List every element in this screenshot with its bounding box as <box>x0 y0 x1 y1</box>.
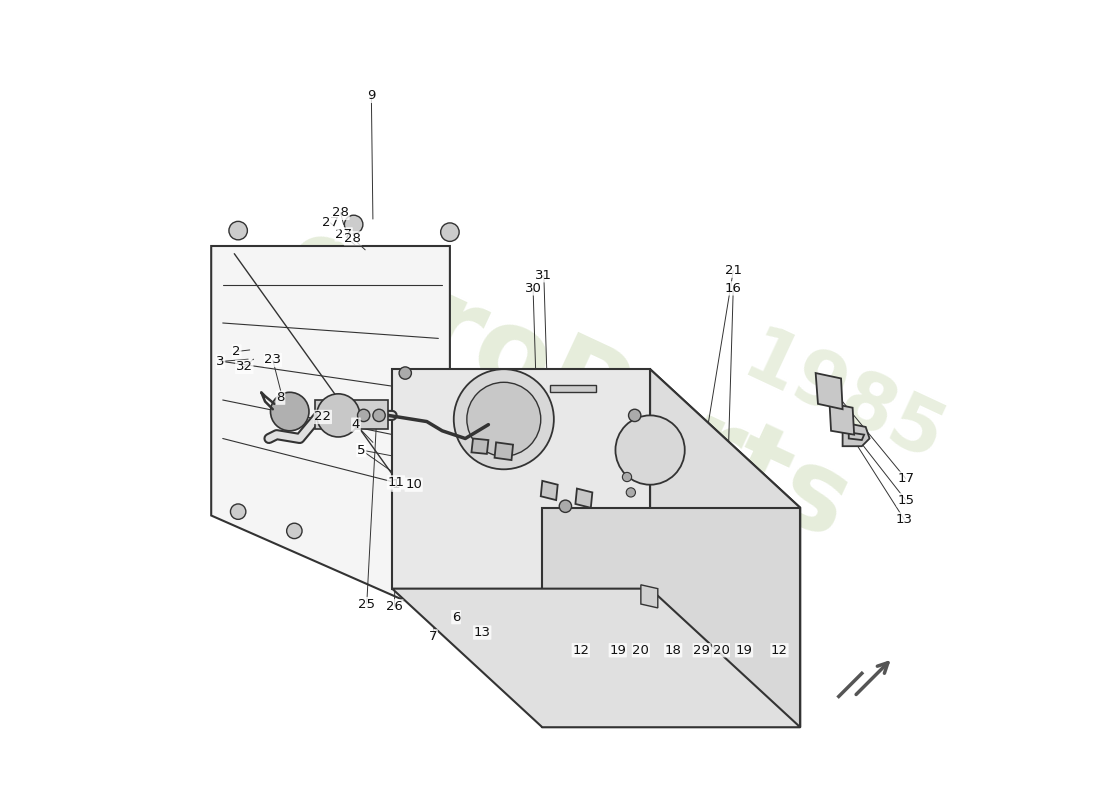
Polygon shape <box>542 508 801 727</box>
Circle shape <box>271 392 309 430</box>
Circle shape <box>616 415 684 485</box>
Text: 5: 5 <box>358 443 365 457</box>
Polygon shape <box>641 585 658 608</box>
Text: 5: 5 <box>358 443 365 457</box>
Circle shape <box>453 369 554 470</box>
Polygon shape <box>472 438 488 454</box>
Text: 26: 26 <box>386 600 403 613</box>
Text: 1985: 1985 <box>730 322 955 478</box>
Circle shape <box>626 488 636 497</box>
Text: 21: 21 <box>725 264 741 277</box>
Polygon shape <box>575 489 592 508</box>
Text: 15: 15 <box>898 494 914 506</box>
Polygon shape <box>849 432 865 440</box>
Circle shape <box>441 223 459 242</box>
Text: 19: 19 <box>609 644 626 657</box>
Text: 12: 12 <box>771 644 788 657</box>
Polygon shape <box>392 589 801 727</box>
Circle shape <box>231 504 246 519</box>
Text: 31: 31 <box>536 269 552 282</box>
Text: 11: 11 <box>387 476 405 489</box>
Circle shape <box>623 472 631 482</box>
Text: 6: 6 <box>452 610 460 624</box>
Polygon shape <box>495 442 513 460</box>
Text: 20: 20 <box>632 644 649 657</box>
Text: 32: 32 <box>235 360 253 374</box>
Text: 13: 13 <box>474 626 491 639</box>
Text: 13: 13 <box>895 513 913 526</box>
Polygon shape <box>815 373 843 410</box>
Circle shape <box>373 410 385 422</box>
Text: 7: 7 <box>429 630 437 643</box>
Circle shape <box>287 523 303 538</box>
Text: 23: 23 <box>264 354 282 366</box>
Text: 8: 8 <box>276 391 285 404</box>
Polygon shape <box>541 481 558 500</box>
Circle shape <box>358 410 370 422</box>
Polygon shape <box>843 425 870 446</box>
Circle shape <box>559 500 572 513</box>
Text: 16: 16 <box>725 282 741 295</box>
Polygon shape <box>211 246 450 600</box>
Text: 20: 20 <box>713 644 729 657</box>
Circle shape <box>628 410 641 422</box>
Text: 9: 9 <box>367 90 375 102</box>
Text: 27: 27 <box>322 216 339 230</box>
Text: 30: 30 <box>525 282 541 295</box>
Text: 22: 22 <box>315 410 331 423</box>
Circle shape <box>344 215 363 234</box>
Text: 10: 10 <box>405 478 422 491</box>
Polygon shape <box>650 369 801 727</box>
Text: 17: 17 <box>898 472 914 485</box>
Text: 4: 4 <box>352 418 360 431</box>
Polygon shape <box>315 400 388 430</box>
Text: 3: 3 <box>217 355 224 368</box>
Text: 28: 28 <box>344 232 361 245</box>
Text: 29: 29 <box>693 644 711 657</box>
Text: a panicos company est. 1985: a panicos company est. 1985 <box>359 378 741 576</box>
Text: 27: 27 <box>336 228 352 241</box>
Text: 18: 18 <box>664 644 682 657</box>
Polygon shape <box>829 403 854 434</box>
Circle shape <box>229 222 248 240</box>
Polygon shape <box>392 369 801 508</box>
Text: 25: 25 <box>359 598 375 610</box>
Polygon shape <box>550 385 596 392</box>
Circle shape <box>399 367 411 379</box>
Text: 1: 1 <box>392 478 400 491</box>
Text: 2: 2 <box>232 345 241 358</box>
Text: 12: 12 <box>572 644 590 657</box>
Text: euroParts: euroParts <box>265 206 866 562</box>
Polygon shape <box>392 369 650 589</box>
Text: 28: 28 <box>332 206 349 219</box>
Circle shape <box>317 394 360 437</box>
Circle shape <box>466 382 541 456</box>
Text: 19: 19 <box>736 644 752 657</box>
